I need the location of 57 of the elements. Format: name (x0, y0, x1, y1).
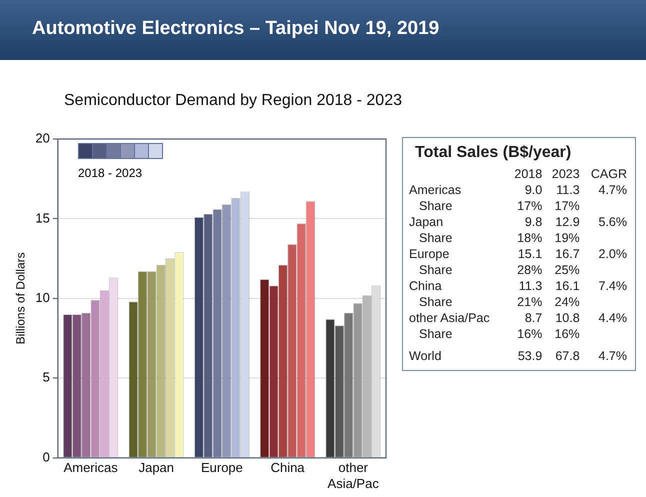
text: 4.7% (598, 348, 628, 364)
text: 17% (554, 198, 581, 214)
text: 2018 (513, 166, 544, 182)
text: 17% (516, 198, 544, 214)
text: 28% (516, 262, 544, 278)
text: 18% (516, 230, 544, 246)
text: 15.1 (516, 246, 544, 262)
text: Japan (408, 214, 444, 230)
text: 4.7% (598, 182, 628, 198)
text: 53.9 (516, 348, 544, 364)
y-tick-label: 15 (35, 210, 50, 226)
text: 12.9 (554, 214, 581, 230)
text: CAGR (590, 166, 628, 182)
text: 24% (554, 294, 581, 310)
y-axis-title: Billions of Dollars (14, 252, 28, 344)
text: 5.6% (598, 214, 628, 230)
text: 4.4% (598, 310, 628, 326)
text: 2023 (550, 166, 581, 182)
text: 9.8 (524, 214, 544, 230)
text: 16% (554, 326, 581, 342)
y-tick-label: 0 (42, 449, 50, 464)
x-tick-label: China (270, 460, 306, 476)
text: 8.7 (524, 310, 544, 326)
text: 16% (516, 326, 544, 342)
text: Share (418, 326, 454, 342)
text: 67.8 (554, 348, 581, 364)
text: Total Sales (B$/year) (415, 144, 572, 162)
text: 25% (554, 262, 581, 278)
x-tick-label: Japan (138, 460, 174, 476)
text: World (408, 348, 442, 364)
text: 11.3 (518, 278, 544, 294)
text: 16.7 (554, 246, 581, 262)
text: Share (418, 262, 454, 278)
x-tick-label: Americas (64, 460, 118, 476)
text: Americas (408, 182, 462, 198)
text: 10.8 (554, 310, 581, 326)
text: 9.0 (524, 182, 544, 198)
legend-title: 2018 - 2023 (78, 166, 144, 180)
text: China (408, 278, 443, 294)
text: Share (418, 294, 454, 310)
text: 21% (516, 294, 544, 310)
text: 16.1 (554, 278, 581, 294)
chart-title: Automotive Electronics – Taipei Nov 19, 2019 (32, 18, 440, 40)
text: 19% (554, 230, 581, 246)
text: 2.0% (598, 246, 628, 262)
y-tick-label: 20 (35, 130, 50, 146)
text: other Asia/Pac (408, 310, 491, 326)
text: Share (418, 230, 454, 246)
x-tick-label: Europe (200, 460, 243, 476)
y-tick-label: 5 (42, 370, 50, 385)
text: Europe (408, 246, 450, 262)
text: 11.3 (555, 182, 581, 198)
y-tick-label: 10 (35, 290, 50, 305)
x-tick-label: other Asia/Pac (328, 460, 380, 491)
chart-subtitle: Semiconductor Demand by Region 2018 - 2023 (64, 92, 402, 110)
text: 7.4% (598, 278, 628, 294)
text: Share (418, 198, 454, 214)
